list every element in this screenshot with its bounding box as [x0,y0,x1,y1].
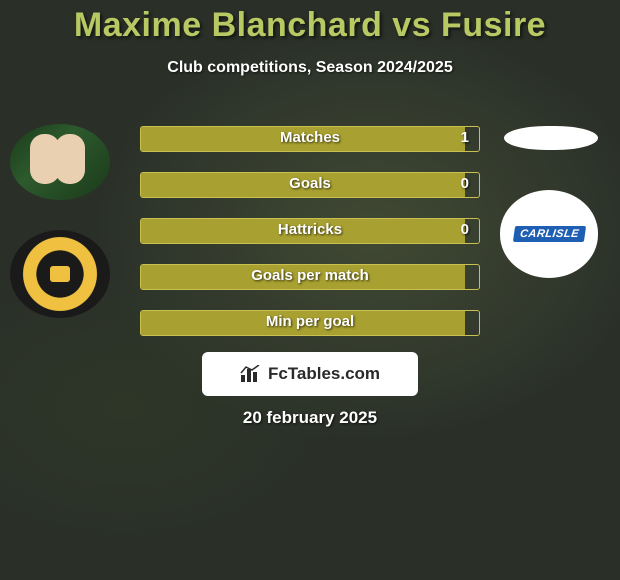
player2-photo [504,126,598,150]
stat-label: Min per goal [141,313,479,330]
newport-county-crest [10,230,110,318]
stat-label: Hattricks [141,221,479,238]
stat-label: Goals [141,175,479,192]
stat-value: 0 [461,221,469,238]
stat-value: 0 [461,175,469,192]
infographic-content: Maxime Blanchard vs Fusire Club competit… [0,0,620,580]
stat-label: Matches [141,129,479,146]
stat-row: Matches1 [140,126,480,152]
date-label: 20 february 2025 [0,408,620,428]
stat-row: Goals per match [140,264,480,290]
stat-label: Goals per match [141,267,479,284]
page-title: Maxime Blanchard vs Fusire [0,0,620,45]
page-subtitle: Club competitions, Season 2024/2025 [0,59,620,77]
stat-value: 1 [461,129,469,146]
stat-row: Hattricks0 [140,218,480,244]
carlisle-crest-label: CARLISLE [512,226,585,242]
stats-panel: Matches1Goals0Hattricks0Goals per matchM… [140,126,480,356]
branding-badge[interactable]: FcTables.com [202,352,418,396]
right-player-column: CARLISLE [504,126,598,278]
left-player-column [10,124,110,318]
branding-text: FcTables.com [268,364,380,384]
stat-row: Min per goal [140,310,480,336]
player1-photo [10,124,110,200]
stat-row: Goals0 [140,172,480,198]
carlisle-crest: CARLISLE [500,190,598,278]
bar-chart-icon [240,365,262,383]
